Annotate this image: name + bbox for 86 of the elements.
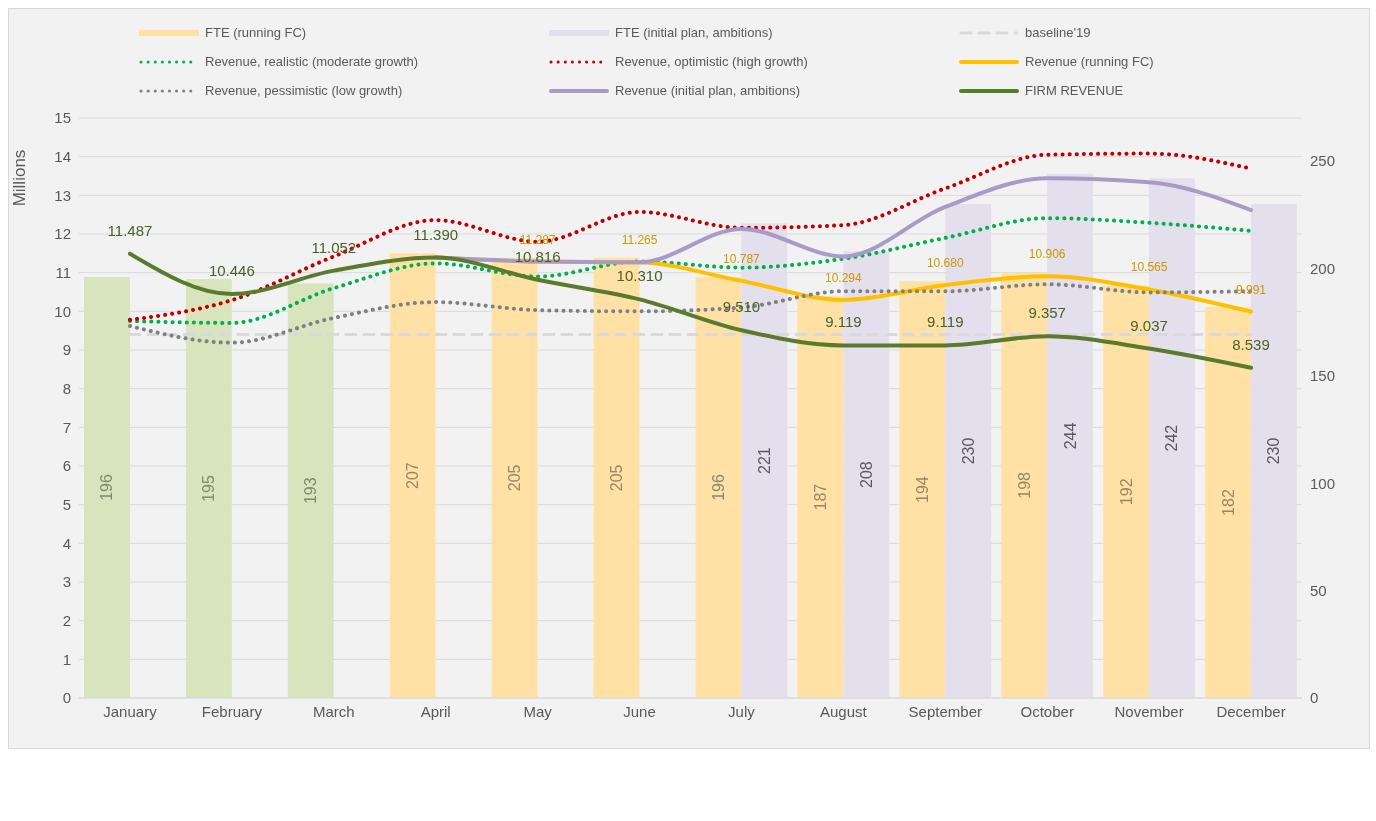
x-tick-label: September xyxy=(908,702,982,720)
y-tick-label: 8 xyxy=(62,379,71,397)
y2-tick-label: 0 xyxy=(1310,689,1319,707)
data-label: 10.565 xyxy=(1130,260,1168,275)
legend-label: FTE (initial plan, ambitions) xyxy=(615,25,773,40)
bar xyxy=(287,283,334,698)
x-tick-label: May xyxy=(523,702,553,720)
bar xyxy=(84,276,130,698)
data-label: 230 xyxy=(959,437,977,465)
data-label: 9.119 xyxy=(825,313,862,331)
y-tick-label: 14 xyxy=(54,147,71,165)
data-label: 192 xyxy=(1117,478,1135,506)
data-label: 198 xyxy=(1015,471,1033,499)
y-tick-label: 6 xyxy=(62,457,71,475)
y2-tick-label: 250 xyxy=(1310,152,1336,170)
y2-tick-label: 50 xyxy=(1310,581,1327,599)
data-label: 196 xyxy=(709,474,727,501)
legend-label: baseline'19 xyxy=(1025,25,1091,40)
y-tick-label: 1 xyxy=(62,650,71,668)
y-tick-label: 15 xyxy=(54,109,71,127)
y2-tick-label: 150 xyxy=(1310,367,1336,385)
legend-label: Revenue, optimistic (high growth) xyxy=(615,54,808,69)
data-label: 8.539 xyxy=(1232,335,1270,353)
y-tick-label: 0 xyxy=(62,689,71,707)
data-label: 194 xyxy=(913,476,931,503)
data-label: 11.287 xyxy=(519,232,556,247)
x-tick-label: October xyxy=(1020,702,1074,720)
data-label: 10.906 xyxy=(1028,247,1066,262)
x-tick-label: July xyxy=(728,702,756,720)
data-label: 10.310 xyxy=(616,267,663,285)
x-tick-label: January xyxy=(103,702,158,720)
data-label: 9.510 xyxy=(722,298,761,316)
bar xyxy=(185,279,232,698)
data-label: 195 xyxy=(200,475,218,502)
data-label: 10.787 xyxy=(723,251,761,266)
data-label: 11.487 xyxy=(107,221,153,239)
data-label: 221 xyxy=(755,447,773,474)
y-tick-label: 2 xyxy=(62,611,71,629)
data-label: 207 xyxy=(404,462,422,490)
data-label: 187 xyxy=(811,483,829,511)
legend-label: Revenue, pessimistic (low growth) xyxy=(205,83,403,98)
legend-label: Revenue (running FC) xyxy=(1025,54,1154,69)
data-label: 9.357 xyxy=(1028,304,1066,322)
y2-tick-label: 100 xyxy=(1310,474,1336,492)
x-tick-label: June xyxy=(623,702,656,720)
y-tick-label: 11 xyxy=(55,263,71,281)
data-label: 230 xyxy=(1265,437,1283,465)
data-label: 10.680 xyxy=(926,256,964,271)
x-tick-label: December xyxy=(1216,702,1286,720)
x-tick-label: February xyxy=(201,702,263,720)
legend-label: Revenue, realistic (moderate growth) xyxy=(205,54,419,69)
y-tick-label: 4 xyxy=(62,534,71,552)
data-label: 11.052 xyxy=(311,238,357,256)
y-tick-label: 12 xyxy=(54,225,71,243)
data-label: 10.816 xyxy=(514,247,561,265)
y2-tick-label: 200 xyxy=(1310,259,1336,277)
legend-label: FIRM REVENUE xyxy=(1025,83,1124,98)
y-tick-label: 3 xyxy=(62,573,71,591)
x-tick-label: March xyxy=(312,702,355,720)
data-label: 208 xyxy=(857,461,875,488)
data-label: 196 xyxy=(98,474,116,501)
data-label: 242 xyxy=(1163,424,1181,452)
data-label: 9.991 xyxy=(1236,282,1267,297)
y-tick-label: 7 xyxy=(62,418,71,436)
data-label: 9.037 xyxy=(1130,316,1168,334)
data-label: 11.390 xyxy=(413,225,459,243)
data-label: 244 xyxy=(1061,422,1079,450)
x-tick-label: August xyxy=(820,702,868,720)
data-label: 205 xyxy=(506,464,524,492)
x-tick-label: November xyxy=(1114,702,1184,720)
legend-label: Revenue (initial plan, ambitions) xyxy=(615,83,800,98)
data-label: 10.294 xyxy=(825,270,863,285)
y-tick-label: 13 xyxy=(54,186,71,204)
y-tick-label: 10 xyxy=(54,302,71,320)
y-axis-title: Millions xyxy=(10,149,30,207)
x-tick-label: April xyxy=(420,702,451,720)
data-label: 182 xyxy=(1219,489,1237,516)
y-tick-label: 9 xyxy=(62,341,71,359)
bar xyxy=(389,253,436,698)
y-tick-label: 5 xyxy=(62,495,71,513)
data-label: 193 xyxy=(302,477,320,505)
data-label: 11.265 xyxy=(621,233,658,248)
data-label: 9.119 xyxy=(927,313,964,331)
legend-label: FTE (running FC) xyxy=(205,25,307,40)
data-label: 205 xyxy=(608,464,626,492)
data-label: 10.446 xyxy=(208,262,255,280)
